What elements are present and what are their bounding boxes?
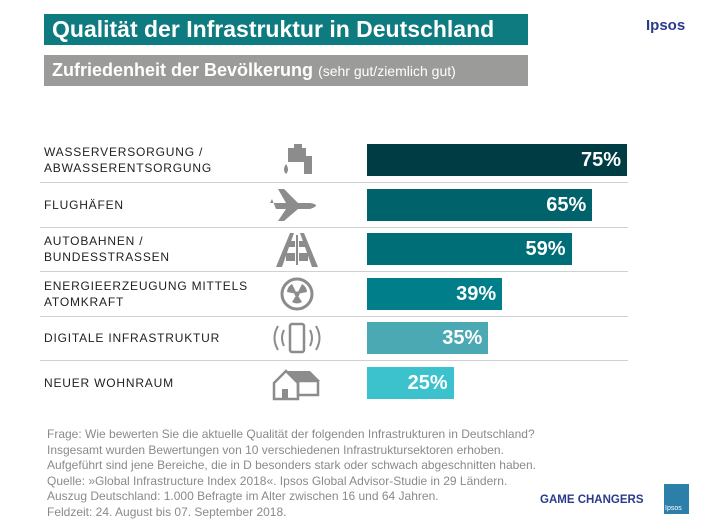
data-label: 35% [442, 327, 483, 349]
row-divider [40, 182, 628, 183]
smartphone-signal-icon [266, 320, 328, 356]
highway-icon [266, 231, 328, 267]
game-changers-slogan: GAME CHANGERS [540, 494, 644, 506]
category-label: FLUGHÄFEN [44, 198, 124, 212]
note-line: Frage: Wie bewerten Sie die aktuelle Qua… [47, 427, 535, 441]
category-label: WASSERVERSORGUNG / ABWASSERENTSORGUNG [44, 145, 212, 175]
category-label: ENERGIEERZEUGUNG MITTELS ATOMKRAFT [44, 279, 248, 309]
row-divider [40, 360, 628, 361]
row-divider [40, 227, 628, 228]
note-line: Aufgeführt sind jene Bereiche, die in D … [47, 458, 536, 472]
ipsos-logo: Ipsos [664, 484, 689, 514]
data-label: 75% [580, 149, 621, 171]
subtitle-main: Zufriedenheit der Bevölkerung [52, 60, 314, 80]
house-icon [266, 365, 328, 401]
data-label: 39% [456, 283, 497, 305]
data-label: 65% [546, 194, 587, 216]
chart-row: WASSERVERSORGUNG / ABWASSERENTSORGUNG 75… [40, 138, 628, 182]
chart-row: NEUER WOHNRAUM 25% [40, 361, 628, 405]
chart-row: ENERGIEERZEUGUNG MITTELS ATOMKRAFT 39% [40, 272, 628, 316]
chart-title: Qualität der Infrastruktur in Deutschlan… [44, 14, 528, 45]
row-divider [40, 271, 628, 272]
chart-row: FLUGHÄFEN 65% [40, 183, 628, 227]
chart-row: DIGITALE INFRASTRUKTUR 35% [40, 316, 628, 360]
note-line: Feldzeit: 24. August bis 07. September 2… [47, 504, 287, 519]
chart-subtitle: Zufriedenheit der Bevölkerung (sehr gut/… [44, 55, 528, 86]
bar: 65% [367, 189, 593, 221]
category-label: NEUER WOHNRAUM [44, 376, 174, 390]
airplane-icon [266, 187, 328, 223]
category-label: DIGITALE INFRASTRUKTUR [44, 331, 221, 345]
row-divider [40, 316, 628, 317]
subtitle-note: (sehr gut/ziemlich gut) [318, 63, 456, 79]
bar: 39% [367, 278, 503, 310]
radiation-icon [266, 276, 328, 312]
data-label: 25% [407, 372, 448, 394]
bar: 59% [367, 233, 572, 265]
chart-row: AUTOBAHNEN / BUNDESSTRASSEN 59% [40, 227, 628, 271]
footnotes: Frage: Wie bewerten Sie die aktuelle Qua… [47, 427, 536, 520]
faucet-icon [266, 142, 328, 178]
note-line: Quelle: »Global Infrastructure Index 201… [47, 473, 508, 488]
data-label: 59% [525, 238, 566, 260]
note-line: Insgesamt wurden Bewertungen von 10 vers… [47, 442, 504, 457]
bar: 35% [367, 322, 489, 354]
category-label: AUTOBAHNEN / BUNDESSTRASSEN [44, 234, 170, 264]
note-line: Auszug Deutschland: 1.000 Befragte im Al… [47, 489, 439, 503]
bar: 75% [367, 144, 627, 176]
ipsos-brand: Ipsos [646, 17, 686, 34]
logo-text: Ipsos [665, 505, 682, 512]
bar: 25% [367, 367, 454, 399]
